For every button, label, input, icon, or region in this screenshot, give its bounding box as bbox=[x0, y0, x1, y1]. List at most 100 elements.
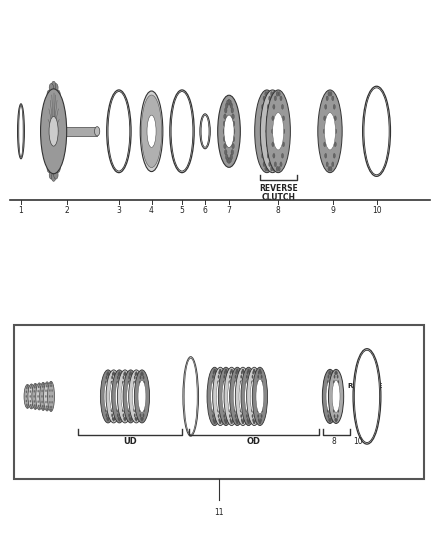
Ellipse shape bbox=[110, 402, 112, 406]
Ellipse shape bbox=[249, 414, 251, 418]
Ellipse shape bbox=[118, 418, 120, 422]
Ellipse shape bbox=[127, 387, 129, 391]
Ellipse shape bbox=[119, 373, 121, 376]
Ellipse shape bbox=[133, 394, 134, 398]
Ellipse shape bbox=[26, 400, 27, 402]
Ellipse shape bbox=[131, 376, 133, 379]
Ellipse shape bbox=[265, 166, 267, 171]
Ellipse shape bbox=[49, 84, 53, 92]
Text: OD: OD bbox=[247, 437, 261, 446]
Ellipse shape bbox=[257, 381, 258, 384]
Ellipse shape bbox=[215, 414, 217, 418]
Ellipse shape bbox=[230, 369, 232, 373]
Ellipse shape bbox=[44, 141, 49, 150]
Ellipse shape bbox=[250, 381, 252, 384]
Ellipse shape bbox=[134, 370, 150, 423]
Ellipse shape bbox=[211, 379, 219, 414]
Ellipse shape bbox=[211, 387, 213, 391]
Ellipse shape bbox=[126, 414, 127, 417]
Ellipse shape bbox=[108, 417, 110, 421]
Ellipse shape bbox=[239, 381, 240, 384]
Ellipse shape bbox=[232, 136, 235, 142]
Ellipse shape bbox=[256, 387, 258, 391]
Ellipse shape bbox=[36, 400, 37, 403]
Ellipse shape bbox=[223, 409, 225, 413]
Ellipse shape bbox=[214, 369, 216, 373]
Ellipse shape bbox=[100, 370, 116, 423]
Ellipse shape bbox=[33, 395, 35, 398]
Ellipse shape bbox=[223, 121, 226, 126]
Text: 9: 9 bbox=[331, 206, 336, 214]
Ellipse shape bbox=[239, 409, 240, 413]
Ellipse shape bbox=[39, 383, 40, 386]
Ellipse shape bbox=[138, 381, 146, 413]
Ellipse shape bbox=[242, 369, 244, 373]
Ellipse shape bbox=[170, 90, 194, 173]
Ellipse shape bbox=[49, 384, 51, 387]
Ellipse shape bbox=[238, 414, 240, 418]
Ellipse shape bbox=[364, 88, 389, 175]
Ellipse shape bbox=[54, 84, 58, 92]
Ellipse shape bbox=[122, 387, 124, 391]
Ellipse shape bbox=[43, 383, 44, 385]
Ellipse shape bbox=[46, 100, 50, 109]
Ellipse shape bbox=[128, 376, 130, 379]
Ellipse shape bbox=[280, 96, 282, 101]
Ellipse shape bbox=[266, 129, 268, 134]
Ellipse shape bbox=[261, 414, 262, 418]
Ellipse shape bbox=[252, 375, 254, 378]
Ellipse shape bbox=[144, 387, 145, 391]
Ellipse shape bbox=[117, 376, 119, 379]
Ellipse shape bbox=[56, 90, 60, 99]
Ellipse shape bbox=[135, 418, 137, 422]
Ellipse shape bbox=[220, 420, 222, 424]
Ellipse shape bbox=[140, 376, 141, 379]
Ellipse shape bbox=[109, 408, 111, 412]
Ellipse shape bbox=[31, 406, 32, 409]
Ellipse shape bbox=[32, 386, 33, 389]
Ellipse shape bbox=[266, 142, 268, 147]
Ellipse shape bbox=[38, 385, 39, 388]
Text: 3: 3 bbox=[117, 206, 121, 214]
Ellipse shape bbox=[226, 100, 229, 106]
Ellipse shape bbox=[334, 142, 336, 147]
Ellipse shape bbox=[228, 402, 230, 406]
Ellipse shape bbox=[132, 402, 134, 406]
Ellipse shape bbox=[132, 394, 134, 398]
Ellipse shape bbox=[338, 387, 339, 391]
Ellipse shape bbox=[224, 143, 226, 149]
Ellipse shape bbox=[222, 381, 223, 384]
Ellipse shape bbox=[212, 414, 214, 418]
Ellipse shape bbox=[334, 418, 336, 422]
Ellipse shape bbox=[258, 371, 260, 375]
Ellipse shape bbox=[213, 367, 228, 425]
Ellipse shape bbox=[35, 407, 36, 409]
Ellipse shape bbox=[259, 369, 261, 373]
Ellipse shape bbox=[127, 402, 129, 406]
Ellipse shape bbox=[238, 375, 240, 378]
Ellipse shape bbox=[334, 372, 336, 375]
Ellipse shape bbox=[51, 406, 53, 408]
Ellipse shape bbox=[140, 91, 163, 172]
Ellipse shape bbox=[95, 127, 100, 136]
Ellipse shape bbox=[131, 373, 132, 376]
Ellipse shape bbox=[120, 414, 122, 417]
Ellipse shape bbox=[333, 154, 336, 158]
Ellipse shape bbox=[43, 385, 45, 388]
Ellipse shape bbox=[129, 373, 131, 376]
Ellipse shape bbox=[106, 373, 108, 376]
Ellipse shape bbox=[248, 420, 250, 424]
Ellipse shape bbox=[223, 394, 224, 398]
Ellipse shape bbox=[233, 387, 235, 391]
Ellipse shape bbox=[41, 395, 42, 398]
Ellipse shape bbox=[325, 154, 327, 158]
Ellipse shape bbox=[223, 402, 224, 406]
Ellipse shape bbox=[113, 418, 115, 422]
Ellipse shape bbox=[231, 150, 233, 155]
Ellipse shape bbox=[111, 408, 113, 412]
Ellipse shape bbox=[252, 371, 254, 375]
Ellipse shape bbox=[232, 121, 235, 126]
Ellipse shape bbox=[28, 400, 29, 402]
Ellipse shape bbox=[234, 409, 236, 413]
Ellipse shape bbox=[239, 379, 247, 414]
